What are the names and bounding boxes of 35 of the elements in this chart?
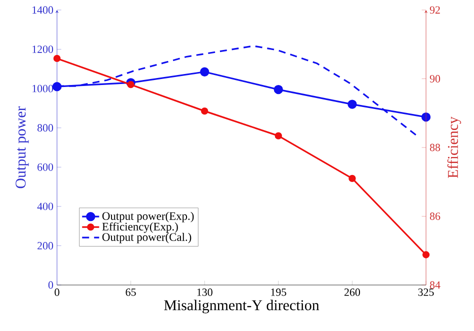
y2-tick-label: 92 <box>430 6 440 14</box>
y2-tick-label: 88 <box>430 144 440 152</box>
y-tick-label: 800 <box>37 124 54 132</box>
x-tick-label: 130 <box>197 288 212 296</box>
x-tick-label: 65 <box>126 288 136 296</box>
point <box>274 84 283 94</box>
point <box>200 67 210 76</box>
point <box>52 82 62 92</box>
point <box>348 174 356 182</box>
y-tick-label: 1400 <box>32 6 54 14</box>
point <box>53 54 61 62</box>
x-tick-label: 0 <box>54 288 60 296</box>
point <box>274 132 282 140</box>
y-tick-label: 1000 <box>32 84 54 92</box>
y2-axis-title: Efficiency <box>447 116 462 178</box>
y-tick-label: 400 <box>37 202 54 210</box>
y2-tick-label: 86 <box>430 212 440 220</box>
point <box>201 107 208 115</box>
y-tick-label: 200 <box>38 242 54 250</box>
legend-label: Output power(Cal.) <box>102 232 192 244</box>
point <box>127 81 134 88</box>
legend-label: Efficiency(Exp.) <box>102 222 178 233</box>
y-tick-label: 1200 <box>32 46 54 53</box>
x-axis-title: Misalignment-Y direction <box>164 300 320 314</box>
y2-tick-label: 90 <box>430 75 440 82</box>
y2-tick-label: 84 <box>430 281 440 289</box>
x-tick-label: 260 <box>344 288 360 296</box>
y-tick-label: 0 <box>48 281 54 289</box>
y-axis-title: Output power <box>16 106 29 188</box>
point <box>348 100 357 109</box>
y-tick-label: 600 <box>38 163 54 171</box>
x-tick-label: 195 <box>271 288 286 296</box>
legend-label: Output power(Exp.) <box>102 212 194 222</box>
x-tick-label: 325 <box>418 288 434 296</box>
point <box>422 251 430 258</box>
